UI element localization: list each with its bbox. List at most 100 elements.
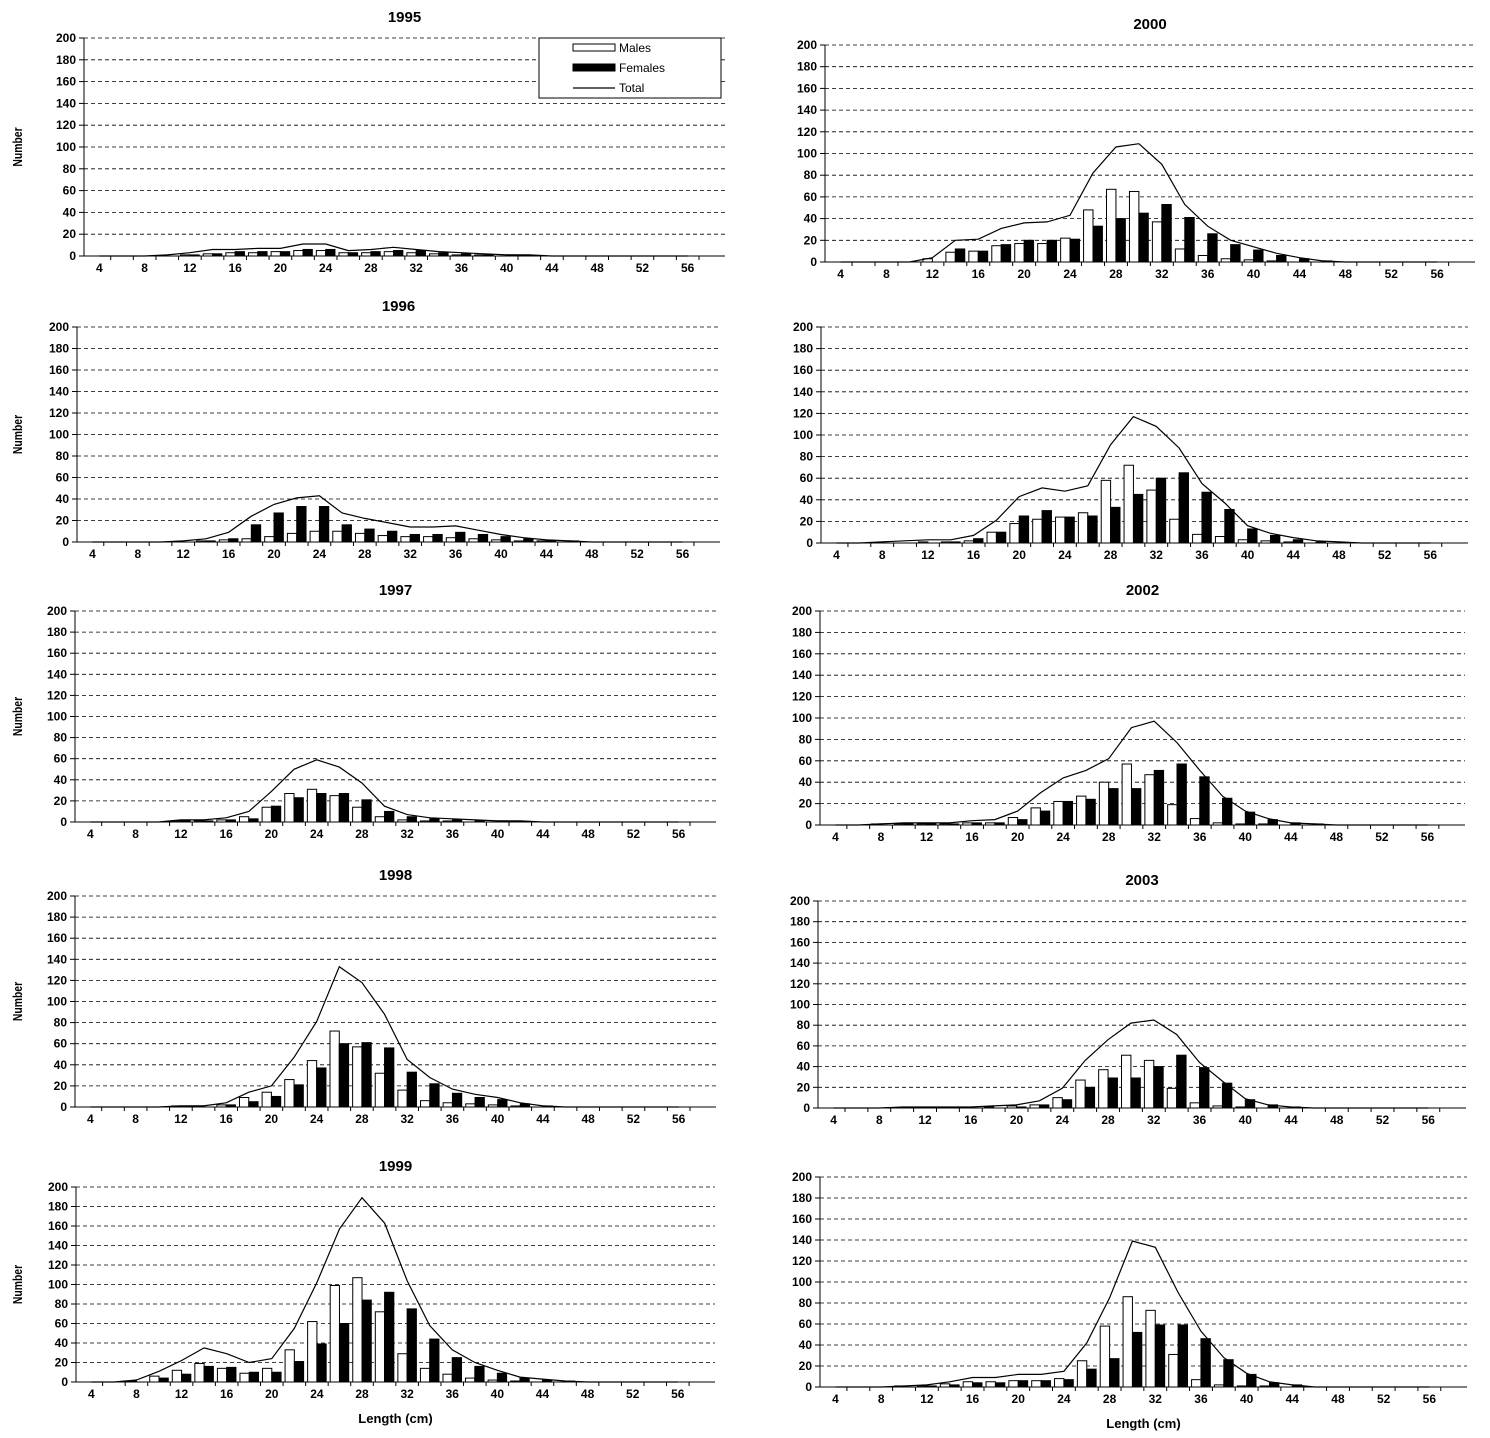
bar-females — [250, 524, 262, 543]
x-tick-label: 40 — [491, 1112, 505, 1126]
x-tick-label: 32 — [1155, 267, 1169, 281]
bar-males — [352, 1046, 363, 1108]
x-tick-label: 24 — [319, 261, 333, 275]
y-tick-label: 140 — [56, 96, 76, 110]
bar-females — [995, 531, 1007, 544]
y-tick-label: 200 — [792, 1170, 812, 1184]
bar-females — [1176, 763, 1187, 826]
y-tick-label: 180 — [797, 60, 817, 74]
bar-females — [1161, 203, 1172, 263]
y-tick-label: 80 — [54, 731, 68, 745]
y-tick-label: 100 — [56, 140, 76, 154]
y-tick-label: 100 — [792, 711, 812, 725]
bar-males — [1145, 1309, 1156, 1388]
x-tick-label: 16 — [967, 548, 981, 562]
y-tick-label: 140 — [48, 1239, 68, 1253]
x-tick-label: 48 — [591, 261, 605, 275]
bar-females — [1000, 244, 1012, 263]
y-tick-label: 100 — [47, 995, 67, 1009]
y-tick-label: 100 — [797, 147, 817, 161]
legend-swatch-males — [572, 43, 616, 52]
x-tick-label: 4 — [87, 827, 94, 841]
bar-males — [1128, 190, 1140, 263]
bar-females — [364, 528, 375, 543]
x-tick-label: 28 — [355, 1112, 369, 1126]
y-tick-label: 40 — [800, 493, 814, 507]
y-tick-label: 100 — [790, 998, 810, 1012]
y-tick-label: 160 — [793, 363, 813, 377]
bar-males — [1122, 1296, 1133, 1388]
bar-males — [262, 1367, 273, 1383]
bar-females — [1109, 1358, 1120, 1388]
bar-females — [455, 531, 466, 543]
bar-males — [293, 250, 304, 257]
bar-females — [954, 248, 966, 263]
x-tick-label: 56 — [1422, 1113, 1436, 1127]
bar-females — [1041, 510, 1052, 544]
x-tick-label: 28 — [1109, 267, 1123, 281]
y-tick-label: 40 — [54, 773, 68, 787]
x-tick-label: 4 — [89, 547, 96, 561]
bar-females — [361, 799, 372, 823]
x-tick-label: 48 — [1330, 830, 1344, 844]
bar-females — [1084, 1086, 1096, 1109]
x-tick-label: 40 — [491, 827, 505, 841]
bar-females — [1230, 244, 1241, 263]
x-tick-label: 16 — [965, 830, 979, 844]
bar-females — [325, 248, 336, 257]
x-tick-label: 24 — [1056, 830, 1070, 844]
bar-females — [1069, 238, 1080, 263]
bar-females — [1130, 788, 1142, 826]
bar-males — [397, 1353, 408, 1383]
x-tick-label: 32 — [1147, 1113, 1161, 1127]
y-tick-label: 80 — [804, 168, 818, 182]
bar-males — [329, 1030, 340, 1108]
bar-males — [374, 816, 386, 823]
bar-males — [985, 1381, 996, 1388]
bar-males — [1032, 518, 1043, 544]
bar-females — [361, 1042, 372, 1108]
bar-females — [270, 1095, 282, 1108]
y-tick-label: 40 — [799, 1338, 813, 1352]
x-tick-label: 28 — [1101, 1113, 1115, 1127]
bar-females — [361, 1299, 372, 1383]
bar-males — [306, 788, 318, 823]
bar-females — [234, 251, 245, 257]
x-tick-label: 48 — [585, 547, 599, 561]
legend-swatch-females — [572, 63, 616, 72]
bar-males — [149, 1375, 160, 1383]
bar-males — [306, 1060, 318, 1108]
bar-females — [477, 533, 489, 543]
legend-label-males: Males — [619, 41, 651, 55]
y-tick-label: 120 — [793, 406, 813, 420]
bar-males — [1106, 188, 1117, 263]
x-tick-label: 40 — [1247, 267, 1261, 281]
x-tick-label: 24 — [313, 547, 327, 561]
x-tick-label: 8 — [141, 261, 148, 275]
y-tick-label: 0 — [805, 818, 812, 832]
bar-females — [316, 793, 327, 823]
x-tick-label: 44 — [1293, 267, 1307, 281]
x-tick-label: 12 — [921, 548, 935, 562]
x-tick-label: 4 — [837, 267, 844, 281]
bar-males — [329, 795, 340, 823]
bar-males — [216, 1367, 228, 1383]
x-tick-label: 16 — [228, 261, 242, 275]
y-tick-label: 60 — [799, 1317, 813, 1331]
y-tick-label: 120 — [47, 973, 67, 987]
legend-box — [538, 37, 722, 99]
x-tick-label: 52 — [1385, 267, 1399, 281]
bar-females — [1062, 800, 1074, 826]
bar-males — [352, 1277, 363, 1383]
x-tick-label: 16 — [219, 827, 233, 841]
x-tick-label: 16 — [219, 1112, 233, 1126]
bar-females — [338, 1043, 350, 1108]
y-tick-label: 120 — [48, 1258, 68, 1272]
x-tick-label: 12 — [174, 1112, 188, 1126]
bar-females — [1064, 516, 1075, 544]
bar-males — [286, 532, 298, 543]
x-tick-label: 40 — [1239, 1113, 1253, 1127]
bar-males — [986, 531, 997, 544]
bar-females — [1199, 776, 1210, 826]
